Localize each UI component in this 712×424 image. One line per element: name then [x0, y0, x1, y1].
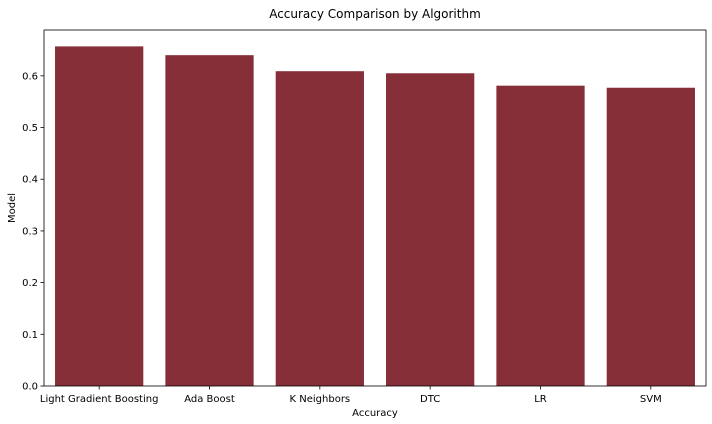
bar-1	[165, 55, 254, 387]
bar-5	[606, 87, 695, 387]
y-tick-label-5: 0.5	[22, 123, 38, 134]
bar-3	[386, 73, 475, 387]
x-tick-label-1: Ada Boost	[184, 394, 235, 405]
bar-4	[496, 85, 585, 387]
y-axis-label: Model	[7, 193, 18, 223]
x-tick-label-2: K Neighbors	[290, 394, 351, 405]
bar-2	[275, 71, 364, 386]
x-tick-label-0: Light Gradient Boosting	[40, 394, 159, 405]
x-axis-label: Accuracy	[352, 408, 398, 419]
y-tick-label-0: 0.0	[22, 382, 38, 393]
y-tick-label-1: 0.1	[22, 330, 38, 341]
x-tick-label-5: SVM	[640, 394, 662, 405]
y-tick-label-4: 0.4	[22, 175, 38, 186]
y-tick-label-3: 0.3	[22, 226, 38, 237]
y-tick-label-2: 0.2	[22, 278, 38, 289]
plot-frame	[43, 29, 707, 387]
x-tick-label-4: LR	[534, 394, 547, 405]
x-tick-label-3: DTC	[420, 394, 440, 405]
y-axis: 0.0 0.1 0.2 0.3 0.4 0.5 0.6	[22, 71, 44, 393]
bars-group	[55, 46, 695, 387]
y-tick-label-6: 0.6	[22, 71, 38, 82]
x-axis: Light Gradient Boosting Ada Boost K Neighb…	[40, 386, 662, 405]
chart-title: Accuracy Comparison by Algorithm	[269, 7, 481, 21]
bar-0	[55, 46, 144, 386]
